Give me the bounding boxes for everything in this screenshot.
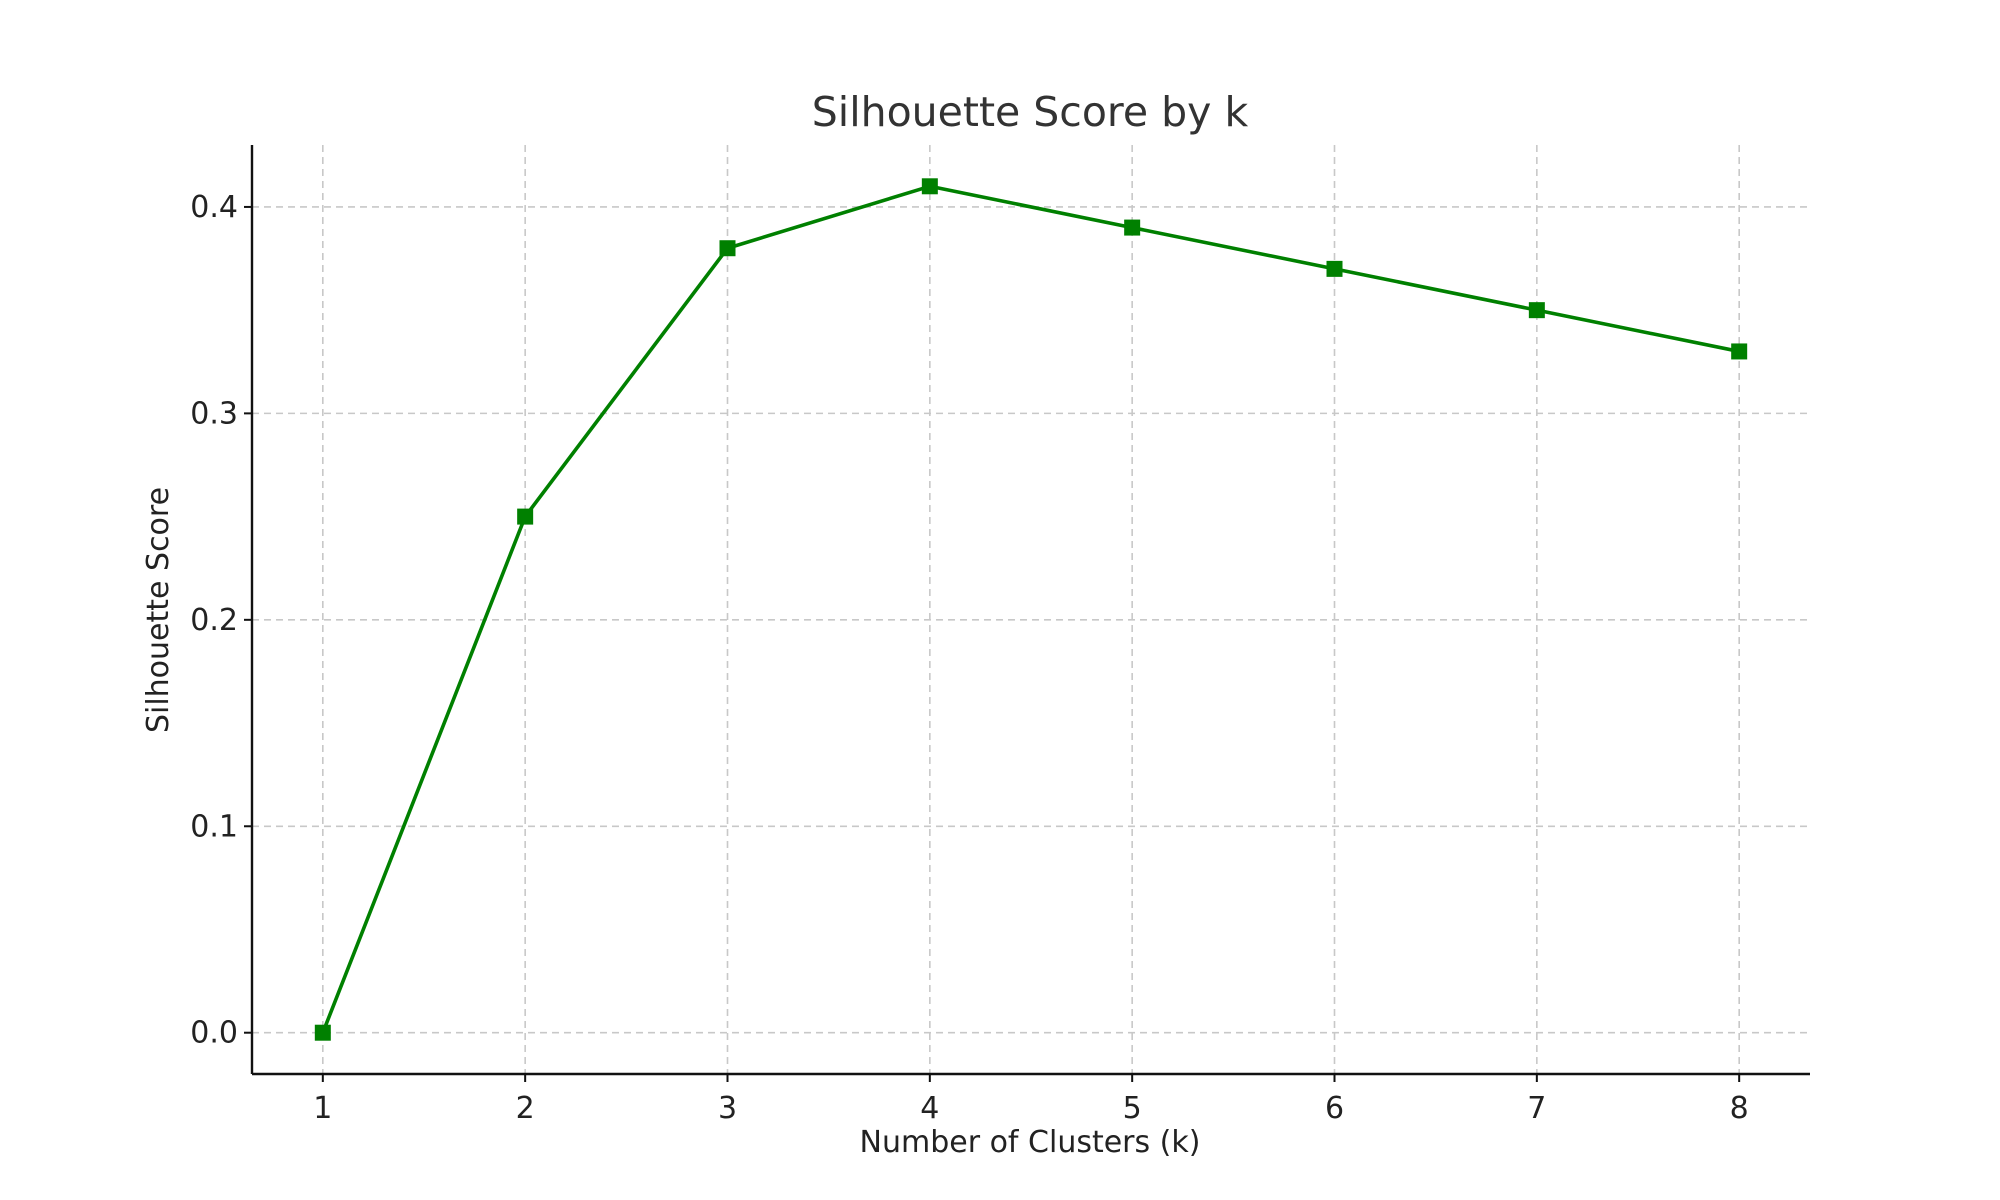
grid	[252, 145, 1810, 1074]
x-tick-label-2: 2	[516, 1091, 535, 1126]
y-axis-label: Silhouette Score	[141, 487, 176, 733]
data-point-k6	[1326, 260, 1343, 277]
tick-labels: 1 2 3 4 5 6 7 8 0.0 0.1 0.2 0.3 0.4	[190, 190, 1748, 1126]
y-tick-label-5: 0.4	[190, 190, 238, 225]
x-axis-label: Number of Clusters (k)	[860, 1125, 1201, 1160]
data-point-k1	[314, 1024, 331, 1041]
data-point-k2	[517, 508, 534, 525]
x-tick-label-4: 4	[920, 1091, 939, 1126]
x-tick-label-7: 7	[1527, 1091, 1546, 1126]
series-line-1	[321, 184, 1741, 1035]
chart-title: Silhouette Score by k	[812, 88, 1249, 136]
series-markers	[314, 178, 1748, 1041]
series-line	[321, 184, 1741, 1035]
y-tick-label-1: 0.0	[190, 1016, 238, 1051]
data-point-k8	[1731, 343, 1748, 360]
data-point-k4	[921, 178, 938, 195]
axes	[250, 145, 1810, 1076]
x-tick-label-5: 5	[1123, 1091, 1142, 1126]
y-tick-label-4: 0.3	[190, 396, 238, 431]
data-point-k7	[1528, 302, 1545, 319]
x-tick-label-1: 1	[313, 1091, 332, 1126]
x-tick-label-3: 3	[718, 1091, 737, 1126]
data-point-k3	[719, 240, 736, 257]
y-tick-label-3: 0.2	[190, 603, 238, 638]
x-tick-label-8: 8	[1730, 1091, 1749, 1126]
x-tick-label-6: 6	[1325, 1091, 1344, 1126]
data-point-k5	[1124, 219, 1141, 236]
y-tick-label-2: 0.1	[190, 809, 238, 844]
